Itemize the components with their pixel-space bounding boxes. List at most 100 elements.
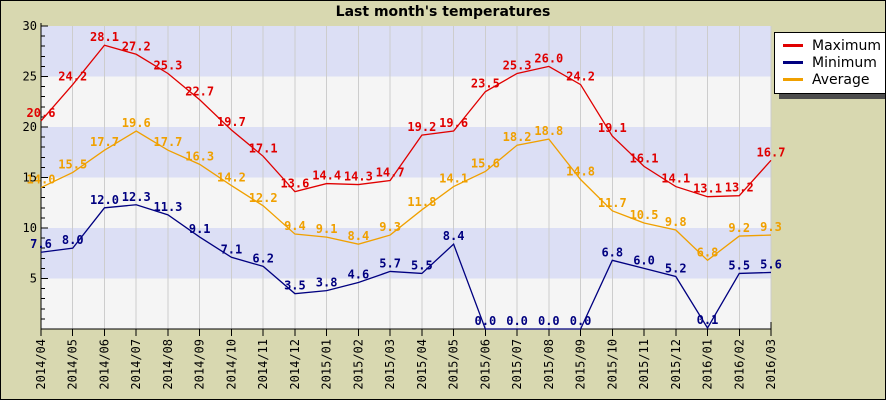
svg-text:2016/02: 2016/02 (732, 339, 746, 390)
svg-text:2014/07: 2014/07 (129, 339, 143, 390)
svg-text:27.2: 27.2 (122, 39, 151, 53)
svg-text:26.0: 26.0 (534, 51, 563, 65)
chart-title: Last month's temperatures (335, 4, 551, 20)
svg-text:14.7: 14.7 (376, 166, 405, 180)
svg-text:10: 10 (23, 221, 37, 235)
svg-text:28.1: 28.1 (90, 30, 119, 44)
svg-text:2016/03: 2016/03 (764, 339, 778, 390)
minimum-data-labels: 7.6 8.0 12.0 12.311.3 9.1 7.1 6.2 3.5 3.8 4.6 5.7 5… (30, 190, 782, 328)
axes (40, 23, 772, 336)
svg-text:2014/12: 2014/12 (288, 339, 302, 390)
svg-text:2015/10: 2015/10 (605, 339, 619, 390)
svg-text:30: 30 (23, 19, 37, 33)
svg-text:13.6: 13.6 (280, 177, 309, 191)
svg-text:2014/06: 2014/06 (97, 339, 111, 390)
svg-text:2015/02: 2015/02 (351, 339, 365, 390)
svg-text:2015/09: 2015/09 (574, 339, 588, 390)
svg-text:8.4: 8.4 (348, 229, 370, 243)
svg-text:9.8: 9.8 (665, 215, 687, 229)
svg-text:17.1: 17.1 (249, 141, 278, 155)
svg-text:22.7: 22.7 (185, 85, 214, 99)
svg-text:5.6: 5.6 (760, 257, 782, 271)
svg-text:17.7: 17.7 (154, 135, 183, 149)
svg-text:9.2: 9.2 (728, 221, 750, 235)
svg-text:9.3: 9.3 (760, 220, 782, 234)
svg-text:15.6: 15.6 (471, 156, 500, 170)
legend-item-average: Average (783, 71, 881, 88)
svg-text:16.3: 16.3 (185, 149, 214, 163)
svg-text:9.1: 9.1 (316, 222, 338, 236)
y-axis-labels: 5 10 15 20 25 30 (23, 19, 37, 286)
svg-text:6.0: 6.0 (633, 253, 655, 267)
svg-text:20.6: 20.6 (27, 106, 56, 120)
svg-text:16.1: 16.1 (630, 151, 659, 165)
svg-text:14.0: 14.0 (27, 173, 56, 187)
legend-item-minimum: Minimum (783, 54, 881, 71)
svg-text:5.7: 5.7 (379, 256, 401, 270)
svg-text:2015/01: 2015/01 (320, 339, 334, 390)
svg-text:12.2: 12.2 (249, 191, 278, 205)
svg-text:14.1: 14.1 (439, 172, 468, 186)
svg-text:3.5: 3.5 (284, 279, 306, 293)
legend-label-average: Average (812, 71, 870, 88)
svg-text:19.1: 19.1 (598, 121, 627, 135)
svg-text:5.5: 5.5 (728, 258, 750, 272)
svg-text:25.3: 25.3 (503, 58, 532, 72)
minimum-line-swatch-icon (783, 61, 803, 64)
svg-text:25.3: 25.3 (154, 58, 183, 72)
svg-text:13.1: 13.1 (693, 182, 722, 196)
svg-text:2014/11: 2014/11 (256, 339, 270, 390)
svg-text:14.1: 14.1 (661, 172, 690, 186)
legend-item-maximum: Maximum (783, 37, 881, 54)
svg-text:6.8: 6.8 (601, 245, 623, 259)
svg-text:24.2: 24.2 (58, 70, 87, 84)
svg-text:0.0: 0.0 (538, 314, 560, 328)
svg-text:2014/05: 2014/05 (66, 339, 80, 390)
svg-text:9.1: 9.1 (189, 222, 211, 236)
svg-text:2015/11: 2015/11 (637, 339, 651, 390)
svg-text:2015/06: 2015/06 (478, 339, 492, 390)
svg-text:2015/04: 2015/04 (415, 339, 429, 390)
svg-text:19.6: 19.6 (439, 116, 468, 130)
svg-text:2015/05: 2015/05 (447, 339, 461, 390)
svg-text:12.0: 12.0 (90, 193, 119, 207)
svg-text:25: 25 (23, 70, 37, 84)
svg-text:5: 5 (30, 272, 37, 286)
average-line (40, 130, 772, 262)
svg-text:6.2: 6.2 (252, 251, 274, 265)
svg-text:6.8: 6.8 (697, 245, 719, 259)
svg-text:5.5: 5.5 (411, 258, 433, 272)
average-line-swatch-icon (783, 78, 803, 81)
svg-text:24.2: 24.2 (566, 70, 595, 84)
svg-text:0.0: 0.0 (506, 314, 528, 328)
svg-text:13.2: 13.2 (725, 181, 754, 195)
svg-text:7.6: 7.6 (30, 237, 52, 251)
svg-text:9.3: 9.3 (379, 220, 401, 234)
svg-text:0.0: 0.0 (570, 314, 592, 328)
svg-text:2014/10: 2014/10 (224, 339, 238, 390)
svg-text:2015/08: 2015/08 (542, 339, 556, 390)
svg-text:19.2: 19.2 (407, 120, 436, 134)
svg-text:16.7: 16.7 (757, 145, 786, 159)
minimum-line (40, 204, 772, 330)
x-axis-labels: 2014/04 2014/05 2014/06 2014/07 2014/08 2014/… (34, 339, 778, 390)
svg-text:15: 15 (23, 171, 37, 185)
svg-text:11.7: 11.7 (598, 196, 627, 210)
svg-text:19.6: 19.6 (122, 116, 151, 130)
legend-label-maximum: Maximum (812, 37, 881, 54)
svg-text:8.0: 8.0 (62, 233, 84, 247)
svg-text:18.2: 18.2 (503, 130, 532, 144)
svg-text:2014/08: 2014/08 (161, 339, 175, 390)
maximum-line-swatch-icon (783, 44, 803, 47)
svg-text:14.2: 14.2 (217, 171, 246, 185)
svg-text:5.2: 5.2 (665, 261, 687, 275)
svg-text:7.1: 7.1 (221, 242, 243, 256)
gridlines (72, 26, 772, 329)
maximum-data-labels: 20.624.228.127.225.322.719.717.113.614.4… (27, 30, 786, 196)
svg-text:2015/03: 2015/03 (383, 339, 397, 390)
svg-text:10.5: 10.5 (630, 208, 659, 222)
svg-text:3.8: 3.8 (316, 276, 338, 290)
maximum-line (40, 44, 772, 198)
